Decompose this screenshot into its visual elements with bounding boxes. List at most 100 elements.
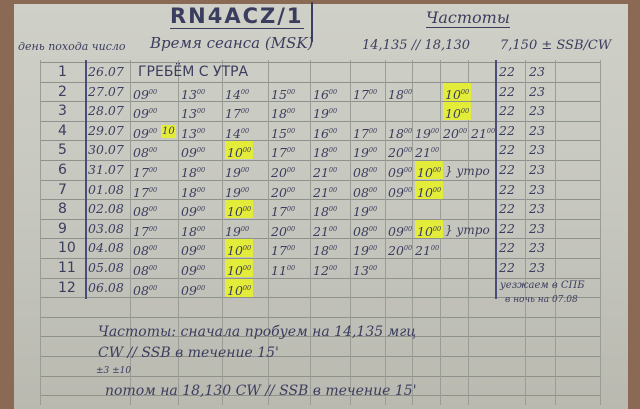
row-date: 26.07 <box>88 64 124 79</box>
time-slot: 1800 <box>181 165 206 181</box>
row-date: 05.08 <box>88 260 124 275</box>
time-hour: 20 <box>271 184 287 200</box>
time-slot: 1800 <box>181 223 206 239</box>
time-hour: 21 <box>313 165 329 181</box>
time-hour: 09 <box>181 263 197 279</box>
time-slot: 0800 <box>353 223 378 239</box>
late-slot: 23 <box>529 103 545 119</box>
grid-line <box>40 218 600 220</box>
time-hour: 18 <box>313 243 329 259</box>
time-hour: 09 <box>388 223 404 239</box>
time-slot: 2000 <box>271 184 296 200</box>
time-slot: 2100 <box>313 184 338 200</box>
time-slot: 1900 <box>353 145 378 161</box>
morning-mark: } утро <box>445 222 490 237</box>
grid-line <box>40 140 600 142</box>
grid-column-line <box>412 60 413 405</box>
row-number: 5 <box>58 142 67 159</box>
time-slot: 1900 <box>353 243 378 259</box>
row-date: 27.07 <box>88 83 124 99</box>
time-hour: 14 <box>225 125 241 141</box>
time-hour: 13 <box>181 106 197 122</box>
time-slot-highlighted: 1000 <box>415 161 444 181</box>
row-date: 29.07 <box>88 122 124 138</box>
grid-line <box>40 160 600 161</box>
time-slot-highlighted: 1000 <box>415 180 444 200</box>
late-slot: 23 <box>529 64 545 79</box>
time-slot: 0900 <box>181 243 206 259</box>
time-hour: 19 <box>353 204 369 220</box>
time-slot: 1200 <box>313 263 338 279</box>
grid-column-line <box>85 60 87 300</box>
time-hour: 17 <box>133 165 149 181</box>
time-hour: 19 <box>353 243 369 259</box>
grid-line <box>40 120 600 122</box>
row-number: 7 <box>58 181 67 198</box>
time-hour: 18 <box>181 165 197 181</box>
footer-line2: CW // SSB в течение 15' <box>98 345 279 361</box>
time-hour: 10 <box>227 263 243 279</box>
time-hour: 17 <box>271 145 287 161</box>
grid-line <box>40 179 600 181</box>
time-hour: 20 <box>388 243 404 259</box>
time-slot: 2100 <box>313 165 338 181</box>
late-slot: 22 <box>499 64 515 79</box>
time-hour: 21 <box>471 125 487 141</box>
row-date: 30.07 <box>88 142 124 158</box>
time-slot: 0800 <box>133 263 158 279</box>
time-hour: 08 <box>353 165 369 181</box>
time-hour: 21 <box>313 184 329 200</box>
footer-line1: Частоты: сначала пробуем на 14,135 мгц <box>98 324 417 340</box>
time-hour: 21 <box>313 223 329 239</box>
time-slot-highlighted: 1000 <box>225 239 254 259</box>
time-slot: 1300 <box>181 106 206 122</box>
time-hour: 19 <box>313 106 329 122</box>
title-divider <box>311 2 313 42</box>
time-slot-highlighted: 1000 <box>415 219 444 239</box>
time-slot: 1500 <box>271 125 296 141</box>
row-date: 06.08 <box>88 279 124 295</box>
time-slot: 2000 <box>271 165 296 181</box>
col-freq-a-header: 14,135 // 18,130 <box>362 38 470 53</box>
time-slot: 0900 <box>181 204 206 220</box>
grid-column-line <box>600 60 601 405</box>
time-slot: 0900 <box>388 223 413 239</box>
time-slot: 1900 <box>225 184 250 200</box>
callsign-title: RN4ACZ/1 <box>170 4 304 29</box>
footer-line3: ±3 ±10 <box>96 366 132 376</box>
time-slot: 2100 <box>415 243 440 259</box>
time-hour: 09 <box>181 243 197 259</box>
row-number: 2 <box>58 83 67 100</box>
grid-column-line <box>268 60 269 405</box>
grid-line <box>40 101 600 103</box>
time-slot: 2000 <box>388 243 413 259</box>
row-number: 9 <box>58 220 67 237</box>
time-hour: 10 <box>417 165 433 181</box>
time-slot: 0800 <box>133 145 158 161</box>
late-slot: 22 <box>499 260 515 275</box>
time-slot: 1800 <box>388 125 413 141</box>
time-slot: 0900 <box>388 165 413 181</box>
time-hour: 08 <box>133 263 149 279</box>
time-hour: 08 <box>353 184 369 200</box>
time-slot: 0800 <box>133 204 158 220</box>
time-hour: 10 <box>445 106 461 122</box>
late-slot: 23 <box>529 220 545 236</box>
time-hour: 08 <box>133 243 149 259</box>
time-slot: 1700 <box>133 165 158 181</box>
grid-line <box>40 395 600 397</box>
time-slot: 1400 <box>225 125 250 141</box>
time-hour: 10 <box>227 243 243 259</box>
grid-line <box>40 199 600 201</box>
time-slot: 1900 <box>225 223 250 239</box>
time-hour: 09 <box>181 282 197 298</box>
late-slot: 23 <box>529 142 545 158</box>
late-slot: 23 <box>529 260 545 275</box>
grid-column-line <box>495 60 497 300</box>
time-slot: 1700 <box>271 204 296 220</box>
morning-mark: } утро <box>445 164 490 178</box>
time-hour: 13 <box>181 86 197 102</box>
time-slot: 1900 <box>313 106 338 122</box>
grid-line <box>40 375 600 377</box>
row-number: 4 <box>58 122 67 139</box>
